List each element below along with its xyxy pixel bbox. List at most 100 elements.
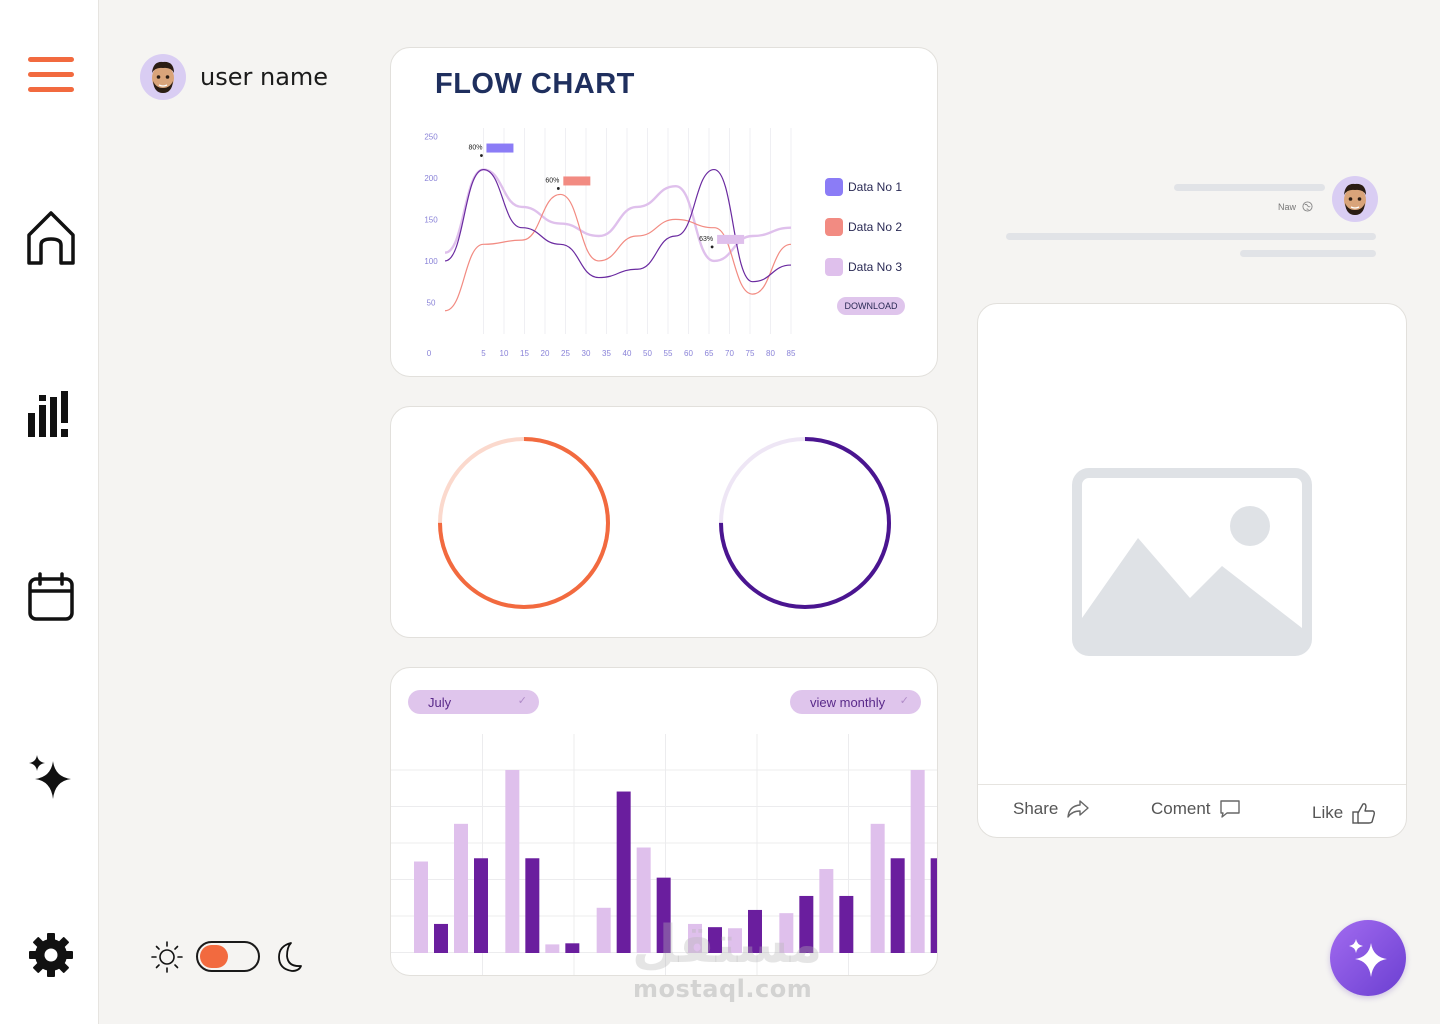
bar [434, 923, 448, 953]
view-select[interactable]: view monthly ✓ [790, 690, 921, 714]
bar [728, 928, 742, 953]
like-button[interactable]: Like [1312, 801, 1377, 825]
post-time-label: Naw [1278, 202, 1297, 212]
bar [779, 913, 794, 953]
series-line [444, 168, 792, 263]
avatar [140, 54, 186, 100]
x-tick-label: 85 [787, 349, 796, 358]
watermark-arabic: مستقل [632, 915, 823, 975]
x-tick-label: 55 [664, 349, 673, 358]
bar [799, 895, 814, 953]
bar [819, 869, 834, 953]
comment-button[interactable]: Coment [1151, 799, 1241, 819]
x-tick-label: 80 [766, 349, 775, 358]
month-select-value: July [428, 694, 452, 710]
bar [414, 861, 428, 953]
calendar-icon [28, 572, 74, 621]
legend-item[interactable]: Data No 2 [825, 218, 902, 236]
download-button[interactable]: DOWNLOAD [837, 297, 905, 315]
legend-swatch [825, 218, 843, 236]
placeholder-line [1006, 233, 1376, 240]
annotation-dot [710, 245, 714, 249]
bar-chart-card: July ✓ view monthly ✓ [390, 667, 938, 976]
x-tick-label: 75 [746, 349, 755, 358]
annotation-tag [563, 176, 591, 186]
settings-icon [29, 933, 73, 977]
legend-item[interactable]: Data No 3 [825, 258, 902, 276]
ai-assistant-button[interactable] [1330, 920, 1406, 996]
legend-label: Data No 1 [848, 180, 903, 194]
menu-button[interactable] [20, 44, 82, 106]
share-icon [1067, 800, 1090, 818]
sidebar [0, 0, 99, 1024]
comment-icon [1219, 800, 1240, 818]
x-tick-label: 20 [541, 349, 550, 358]
avatar-memoji-icon [1344, 183, 1366, 215]
calendar-button[interactable] [20, 566, 82, 628]
progress-ring [719, 437, 891, 609]
month-select[interactable]: July ✓ [408, 690, 539, 714]
bar [688, 923, 702, 953]
sparkles-icon [1349, 939, 1387, 977]
bar [930, 858, 937, 953]
y-tick-label: 150 [424, 215, 438, 224]
x-tick-label: 50 [643, 349, 652, 358]
annotation-tag [486, 143, 514, 153]
ring-progress [719, 437, 891, 609]
annotation-dot [480, 154, 483, 157]
bar [748, 909, 762, 953]
image-placeholder-icon[interactable] [1072, 468, 1312, 656]
annotation-label: 60% [545, 177, 559, 184]
like-label: Like [1312, 803, 1344, 822]
placeholder-line [1174, 184, 1325, 191]
series-line [444, 168, 792, 283]
bar-chart [391, 734, 937, 975]
toggle-knob [200, 945, 228, 968]
moon-icon [278, 942, 302, 972]
share-label: Share [1013, 799, 1059, 818]
user-profile[interactable]: user name [140, 54, 328, 100]
bar [565, 943, 580, 953]
bar [839, 895, 854, 953]
legend-label: Data No 3 [848, 260, 903, 274]
bar [454, 823, 468, 953]
annotation-dot [556, 187, 560, 190]
chart-title: FLOW CHART [435, 68, 635, 100]
x-tick-label: 0 [427, 349, 432, 358]
x-tick-label: 10 [500, 349, 509, 358]
view-select-value: view monthly [810, 694, 886, 710]
bar [596, 907, 611, 953]
bar [910, 770, 925, 953]
legend-swatch [825, 258, 843, 276]
home-button[interactable] [20, 206, 82, 268]
post-card: Share Coment Like [977, 303, 1407, 838]
comment-label: Coment [1151, 799, 1211, 818]
bar [636, 847, 651, 953]
x-tick-label: 65 [705, 349, 714, 358]
sparkles-icon [29, 755, 71, 799]
annotation-label: 63% [699, 236, 713, 243]
post-time: Naw [1278, 201, 1313, 212]
bar [890, 858, 905, 953]
thumbs-up-icon [1352, 803, 1376, 824]
bar [525, 858, 540, 953]
bar [616, 791, 631, 953]
ai-button[interactable] [20, 746, 82, 808]
settings-button[interactable] [20, 924, 82, 986]
y-tick-label: 200 [424, 174, 438, 183]
legend-label: Data No 2 [848, 220, 903, 234]
line-chart: 50 100 150 200 250 0 5 10 15 20 25 30 35 40 50 55 60 65 7… [424, 128, 796, 358]
menu-icon [28, 57, 74, 92]
x-tick-label: 40 [623, 349, 632, 358]
bar [474, 858, 488, 953]
placeholder-line [1240, 250, 1376, 257]
x-tick-label: 35 [602, 349, 611, 358]
globe-icon [1301, 201, 1313, 212]
ring-progress [438, 437, 610, 609]
post-avatar[interactable] [1332, 176, 1378, 222]
legend-item[interactable]: Data No 1 [825, 178, 902, 196]
share-button[interactable]: Share [1013, 799, 1090, 819]
bar [708, 927, 722, 953]
stats-button[interactable] [20, 384, 82, 446]
theme-toggle[interactable] [196, 941, 260, 972]
